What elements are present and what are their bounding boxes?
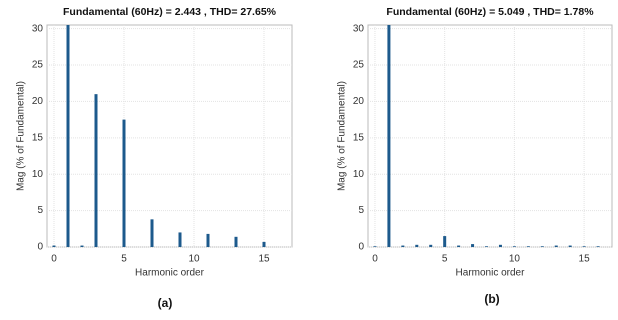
- bar: [66, 25, 70, 247]
- bar: [401, 245, 405, 247]
- x-tick-label: 0: [51, 254, 57, 265]
- bars: [52, 25, 266, 247]
- bar: [457, 245, 461, 247]
- bar: [373, 246, 377, 247]
- x-tick-label: 5: [442, 254, 448, 265]
- bars: [373, 25, 600, 247]
- y-tick-label: 0: [37, 242, 43, 253]
- bar: [52, 245, 56, 247]
- bar: [429, 244, 433, 247]
- x-axis-label: Harmonic order: [135, 268, 205, 279]
- y-tick-label: 5: [37, 205, 43, 216]
- bar: [540, 246, 544, 247]
- caption: (a): [158, 296, 173, 310]
- chart-title: Fundamental (60Hz) = 5.049 , THD= 1.78%: [386, 6, 594, 18]
- bar: [387, 25, 391, 247]
- plot-area: [46, 24, 293, 248]
- y-tick-label: 20: [32, 96, 44, 107]
- x-tick-label: 15: [258, 254, 270, 265]
- bar: [568, 245, 572, 247]
- bar: [443, 236, 447, 247]
- y-tick-label: 20: [353, 96, 365, 107]
- bar: [596, 246, 600, 247]
- x-tick-label: 10: [509, 254, 521, 265]
- y-tick-label: 0: [358, 242, 364, 253]
- bar: [582, 246, 586, 247]
- y-tick-label: 5: [358, 205, 364, 216]
- bar: [122, 119, 126, 247]
- bar: [262, 241, 266, 247]
- bar: [485, 246, 489, 247]
- chart: 0 5 10 15 20 25 30 0 5 10 15 Fundamental (60Hz) = 5…: [337, 6, 613, 306]
- y-tick-label: 25: [353, 60, 365, 71]
- chart-title: Fundamental (60Hz) = 2.443 , THD= 27.65%: [63, 6, 277, 18]
- bar: [94, 94, 98, 247]
- bar: [554, 245, 558, 247]
- x-tick-label: 15: [579, 254, 591, 265]
- x-tick-label: 5: [121, 254, 127, 265]
- bar: [150, 219, 154, 247]
- plot-area: [367, 24, 613, 248]
- y-axis-label: Mag (% of Fundamental): [16, 81, 27, 191]
- bar: [178, 232, 182, 247]
- bar: [498, 244, 502, 247]
- y-tick-label: 10: [353, 169, 365, 180]
- y-tick-label: 30: [32, 23, 44, 34]
- bar: [526, 246, 530, 247]
- y-tick-label: 10: [32, 169, 44, 180]
- bar: [512, 246, 516, 247]
- y-axis-label: Mag (% of Fundamental): [337, 81, 348, 191]
- y-tick-label: 15: [353, 132, 365, 143]
- bar: [206, 233, 210, 247]
- bar: [80, 245, 84, 247]
- y-tick-label: 15: [32, 132, 44, 143]
- caption: (b): [484, 292, 499, 306]
- bar: [415, 244, 419, 247]
- chart: 0 5 10 15 20 25 30 0 5 10 15 Fundamental (60Hz) = 2…: [16, 6, 293, 310]
- y-tick-label: 30: [353, 23, 365, 34]
- bar: [471, 244, 475, 247]
- x-tick-label: 10: [188, 254, 200, 265]
- y-tick-label: 25: [32, 60, 44, 71]
- x-tick-label: 0: [372, 254, 378, 265]
- x-axis-label: Harmonic order: [456, 268, 526, 279]
- bar: [234, 236, 238, 247]
